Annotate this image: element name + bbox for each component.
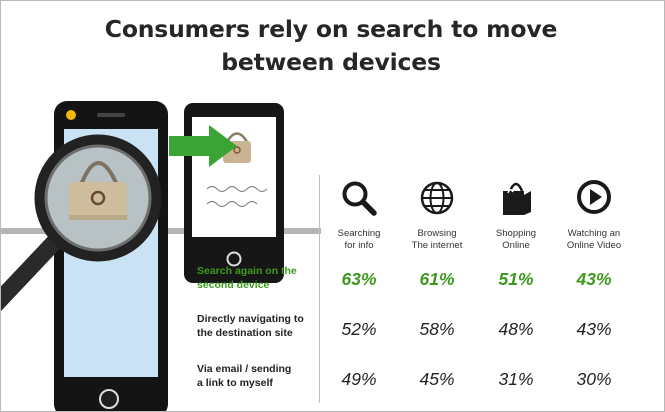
column-label: Watching an Online Video bbox=[566, 228, 622, 251]
column-watching: Watching an Online Video bbox=[551, 179, 637, 259]
shopping-bag-icon bbox=[503, 182, 531, 215]
column-label: Browsing The internet bbox=[411, 228, 463, 251]
column-divider bbox=[319, 175, 320, 403]
globe-icon bbox=[420, 181, 454, 215]
play-icon bbox=[577, 180, 611, 214]
data-cell: 43% bbox=[576, 319, 612, 339]
row-label-directly-navigating: Directly navigating to the destination s… bbox=[197, 313, 304, 339]
page-title: Consumers rely on search to move between… bbox=[41, 13, 621, 79]
shopping-bag-icon bbox=[69, 161, 127, 220]
data-cell: 45% bbox=[419, 369, 455, 389]
green-arrow-icon bbox=[169, 125, 237, 167]
data-cell: 58% bbox=[419, 319, 455, 339]
column-searching: Searching for info bbox=[316, 179, 402, 259]
column-label: Searching for info bbox=[337, 228, 381, 251]
tablet-icon bbox=[184, 103, 284, 283]
row-label-search-again: Search again on the second device bbox=[197, 265, 297, 291]
column-browsing: Browsing The internet bbox=[394, 179, 480, 259]
data-cell: 63% bbox=[341, 269, 377, 289]
devices-illustration bbox=[1, 101, 321, 411]
title-line-2: between devices bbox=[221, 48, 441, 76]
data-cell: 51% bbox=[498, 269, 534, 289]
row-label-via-email: Via email / sending a link to myself bbox=[197, 363, 292, 389]
data-cell: 49% bbox=[341, 369, 377, 389]
title-line-1: Consumers rely on search to move bbox=[104, 15, 558, 43]
data-cell: 30% bbox=[576, 369, 612, 389]
data-cell: 31% bbox=[498, 369, 534, 389]
search-icon bbox=[342, 181, 377, 216]
data-cell: 52% bbox=[341, 319, 377, 339]
data-cell: 61% bbox=[419, 269, 455, 289]
data-cell: 43% bbox=[576, 269, 612, 289]
magnifying-glass-icon bbox=[1, 134, 162, 312]
data-cell: 48% bbox=[498, 319, 534, 339]
column-shopping: Shopping Online bbox=[473, 179, 559, 259]
column-label: Shopping Online bbox=[495, 228, 537, 251]
